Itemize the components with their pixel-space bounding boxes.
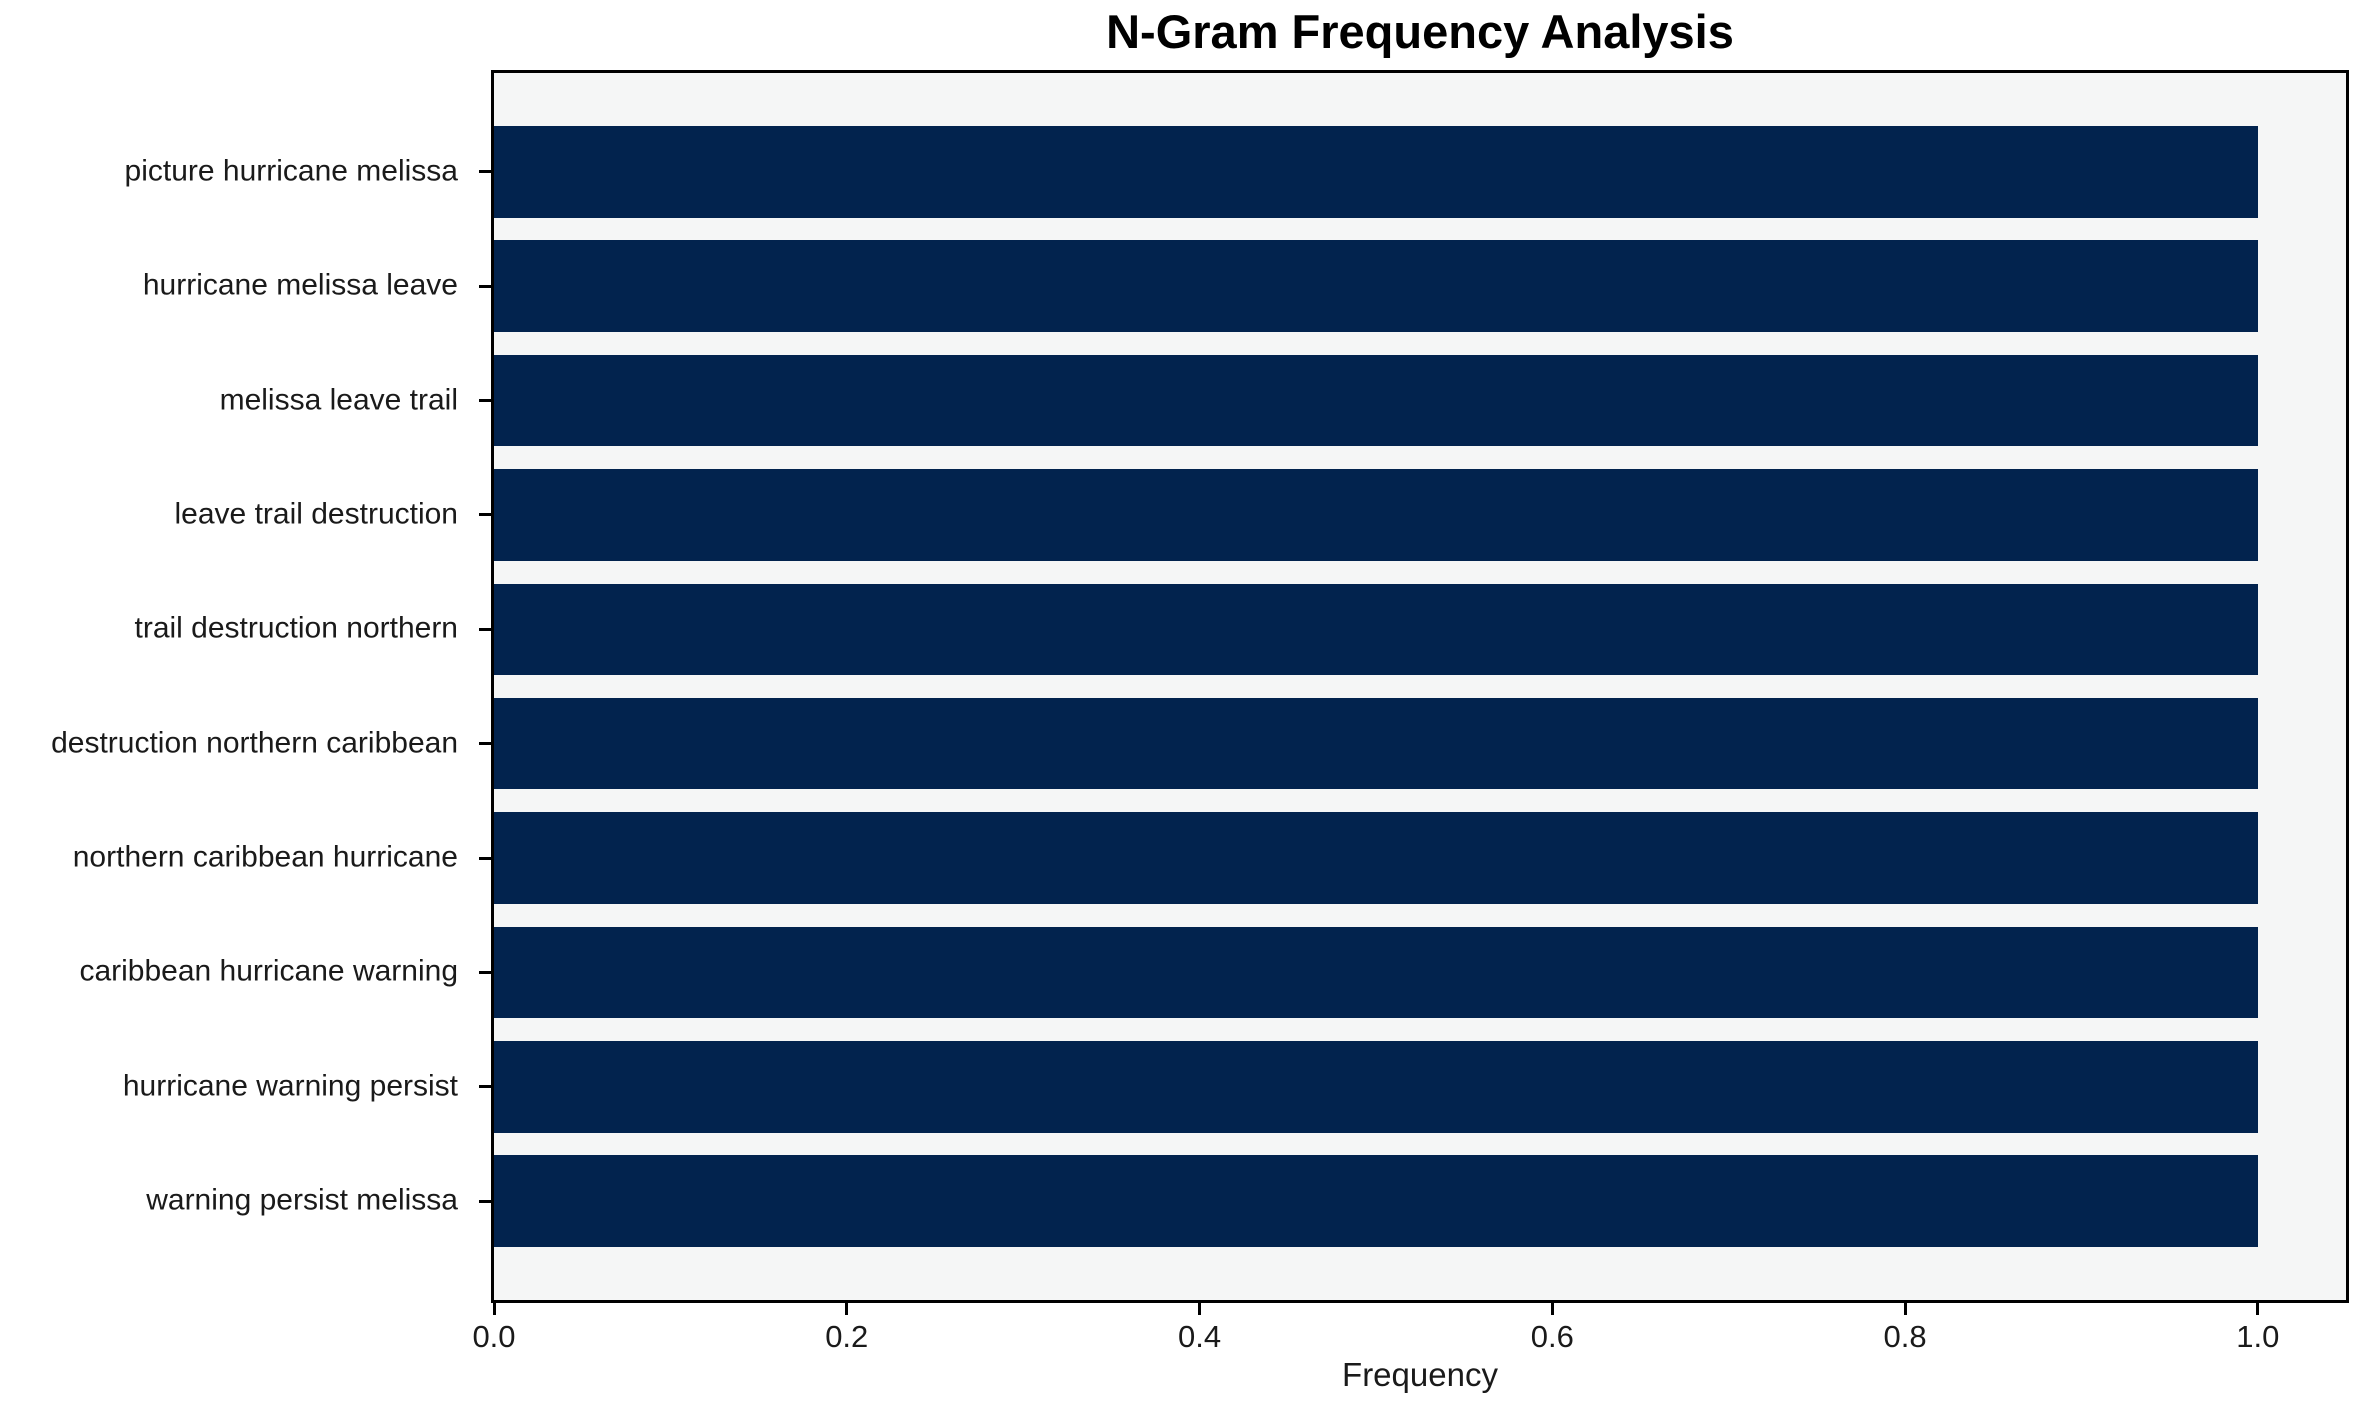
y-tick-label: trail destruction northern — [134, 611, 459, 645]
y-tick — [479, 742, 491, 746]
bar — [494, 1155, 2258, 1247]
y-tick-label: hurricane warning persist — [122, 1069, 458, 1103]
bar — [494, 469, 2258, 561]
x-tick — [1550, 1303, 1554, 1315]
y-tick-label: hurricane melissa leave — [142, 268, 458, 302]
x-tick — [1198, 1303, 1202, 1315]
x-axis-label: Frequency — [1342, 1356, 1498, 1393]
y-tick-label: warning persist melissa — [146, 1183, 458, 1217]
bar — [494, 583, 2258, 676]
x-tick — [2256, 1303, 2260, 1315]
x-tick — [492, 1303, 496, 1315]
y-tick — [479, 170, 491, 174]
x-tick-label: 1.0 — [2236, 1319, 2280, 1354]
bar — [494, 697, 2258, 790]
y-tick — [479, 284, 491, 288]
x-tick-label: 0.2 — [825, 1319, 869, 1354]
bar — [494, 240, 2258, 332]
bar — [494, 126, 2258, 218]
x-tick-label: 0.4 — [1177, 1319, 1222, 1354]
x-tick-label: 0.8 — [1883, 1319, 1927, 1354]
x-tick — [1903, 1303, 1907, 1315]
y-tick — [479, 399, 491, 403]
y-tick — [479, 627, 491, 631]
y-tick — [479, 1199, 491, 1203]
y-tick — [479, 1085, 491, 1089]
y-tick — [479, 856, 491, 860]
y-tick — [479, 970, 491, 974]
x-tick-label: 0.6 — [1530, 1319, 1574, 1354]
x-tick-label: 0.0 — [472, 1319, 516, 1354]
y-tick-label: picture hurricane melissa — [124, 154, 458, 188]
y-tick-label: destruction northern caribbean — [51, 726, 458, 760]
bar — [494, 354, 2258, 447]
chart-title: N-Gram Frequency Analysis — [1106, 5, 1734, 58]
y-tick — [479, 513, 491, 517]
bar — [494, 926, 2258, 1019]
x-tick — [845, 1303, 849, 1315]
bar — [494, 812, 2258, 904]
y-tick-label: northern caribbean hurricane — [72, 840, 458, 874]
y-tick-label: melissa leave trail — [219, 382, 458, 416]
y-tick-label: leave trail destruction — [174, 497, 458, 531]
y-tick-label: caribbean hurricane warning — [79, 954, 458, 988]
bar — [494, 1041, 2258, 1133]
plot-area — [491, 70, 2349, 1303]
